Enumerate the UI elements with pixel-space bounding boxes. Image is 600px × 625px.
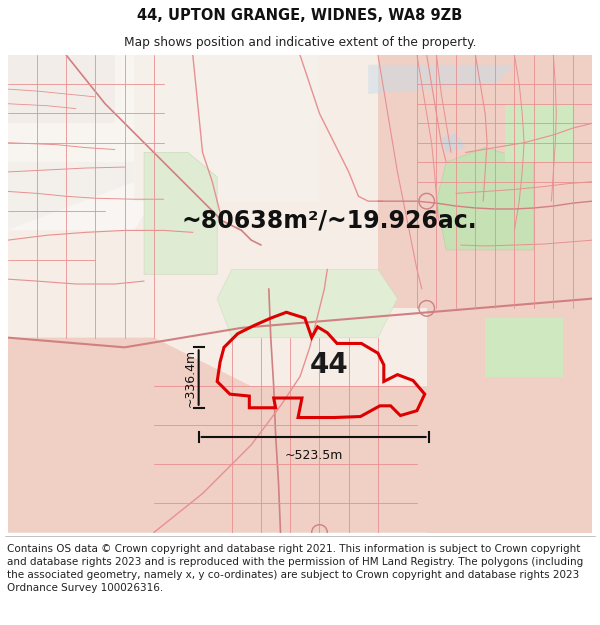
Polygon shape [442, 133, 466, 152]
Text: Map shows position and indicative extent of the property.: Map shows position and indicative extent… [124, 36, 476, 49]
Text: Contains OS data © Crown copyright and database right 2021. This information is : Contains OS data © Crown copyright and d… [7, 544, 583, 593]
Text: 44: 44 [310, 351, 349, 379]
Polygon shape [368, 65, 514, 94]
Text: ~80638m²/~19.926ac.: ~80638m²/~19.926ac. [181, 209, 477, 232]
Polygon shape [8, 55, 134, 162]
Polygon shape [505, 104, 573, 162]
Polygon shape [144, 152, 217, 274]
Polygon shape [427, 308, 592, 532]
Polygon shape [8, 55, 203, 231]
Polygon shape [134, 55, 319, 201]
Polygon shape [436, 148, 534, 250]
Polygon shape [8, 338, 592, 532]
Polygon shape [217, 269, 397, 338]
Polygon shape [485, 318, 563, 377]
Text: ~336.4m: ~336.4m [184, 349, 196, 407]
Text: 44, UPTON GRANGE, WIDNES, WA8 9ZB: 44, UPTON GRANGE, WIDNES, WA8 9ZB [137, 8, 463, 23]
Polygon shape [217, 269, 397, 338]
Polygon shape [8, 55, 134, 231]
Polygon shape [8, 55, 115, 123]
Text: ~523.5m: ~523.5m [284, 449, 343, 462]
Polygon shape [436, 148, 534, 250]
Polygon shape [144, 152, 217, 274]
Polygon shape [378, 55, 592, 308]
